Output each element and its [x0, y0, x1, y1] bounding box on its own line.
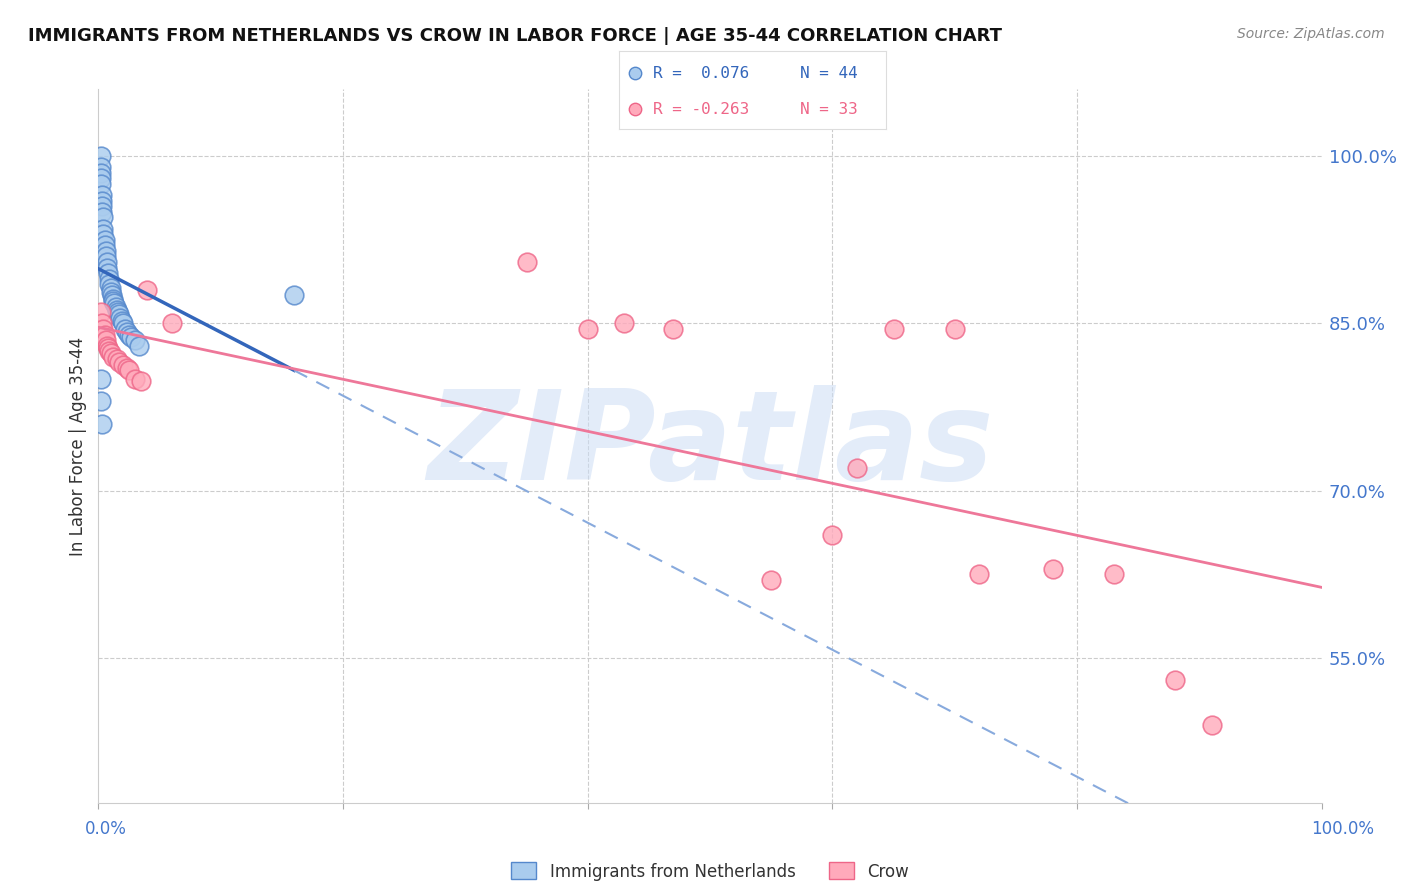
Point — [761, 573, 783, 587]
Point — [97, 266, 120, 280]
Point — [94, 333, 117, 347]
Point — [103, 296, 125, 310]
Text: 0.0%: 0.0% — [84, 820, 127, 838]
Point — [104, 300, 127, 314]
Point — [98, 277, 121, 292]
Point — [124, 333, 146, 347]
Point — [515, 255, 537, 269]
Point — [101, 350, 124, 364]
Point — [1164, 673, 1187, 688]
Point — [101, 292, 124, 306]
Point — [1042, 562, 1064, 576]
Text: Source: ZipAtlas.com: Source: ZipAtlas.com — [1237, 27, 1385, 41]
Point — [98, 344, 121, 359]
Point — [111, 314, 134, 328]
Point — [105, 303, 128, 318]
Point — [114, 322, 136, 336]
Point — [110, 310, 132, 325]
Point — [91, 322, 114, 336]
Point — [93, 327, 115, 342]
Point — [91, 221, 114, 235]
Point — [883, 322, 905, 336]
Legend: Immigrants from Netherlands, Crow: Immigrants from Netherlands, Crow — [505, 855, 915, 888]
Point — [96, 255, 118, 269]
Point — [94, 244, 117, 258]
Point — [160, 317, 183, 331]
Point — [115, 361, 138, 376]
Point — [118, 363, 141, 377]
Point — [101, 294, 124, 309]
Text: N = 33: N = 33 — [800, 103, 858, 117]
Point — [623, 66, 645, 80]
Point — [943, 322, 966, 336]
Point — [90, 161, 112, 175]
Point — [1201, 717, 1223, 731]
Point — [91, 227, 114, 242]
Point — [1102, 567, 1125, 582]
Point — [91, 317, 114, 331]
Point — [967, 567, 990, 582]
Point — [108, 308, 131, 322]
Point — [90, 166, 112, 180]
Point — [128, 339, 150, 353]
Point — [96, 260, 118, 275]
Point — [845, 461, 868, 475]
Point — [111, 358, 134, 372]
Text: R =  0.076: R = 0.076 — [654, 66, 749, 81]
Point — [129, 375, 152, 389]
Text: 100.0%: 100.0% — [1312, 820, 1374, 838]
Point — [93, 238, 115, 252]
Point — [94, 250, 117, 264]
Point — [90, 149, 112, 163]
Point — [100, 285, 122, 300]
Point — [93, 233, 115, 247]
Text: IMMIGRANTS FROM NETHERLANDS VS CROW IN LABOR FORCE | AGE 35-44 CORRELATION CHART: IMMIGRANTS FROM NETHERLANDS VS CROW IN L… — [28, 27, 1002, 45]
Point — [100, 281, 122, 295]
Point — [623, 102, 645, 116]
Point — [90, 171, 112, 186]
Point — [136, 283, 159, 297]
Point — [107, 305, 129, 319]
Point — [576, 322, 599, 336]
Point — [97, 341, 120, 355]
Point — [118, 327, 141, 342]
Point — [91, 211, 114, 225]
Point — [91, 194, 114, 208]
Point — [90, 394, 112, 409]
Point — [115, 326, 138, 340]
Point — [96, 339, 118, 353]
Text: ZIPatlas: ZIPatlas — [427, 385, 993, 507]
Point — [111, 317, 134, 331]
Point — [91, 199, 114, 213]
Text: N = 44: N = 44 — [800, 66, 858, 81]
Point — [662, 322, 685, 336]
Point — [108, 355, 131, 369]
Point — [91, 188, 114, 202]
Point — [98, 272, 121, 286]
Point — [105, 352, 128, 367]
Point — [91, 417, 114, 431]
Point — [90, 177, 112, 191]
Y-axis label: In Labor Force | Age 35-44: In Labor Force | Age 35-44 — [69, 336, 87, 556]
Point — [283, 288, 305, 302]
Point — [90, 305, 112, 319]
Point — [124, 372, 146, 386]
Text: R = -0.263: R = -0.263 — [654, 103, 749, 117]
Point — [91, 205, 114, 219]
Point — [821, 528, 844, 542]
Point — [101, 288, 124, 302]
Point — [120, 330, 142, 344]
Point — [90, 372, 112, 386]
Point — [100, 346, 122, 360]
Point — [613, 317, 636, 331]
